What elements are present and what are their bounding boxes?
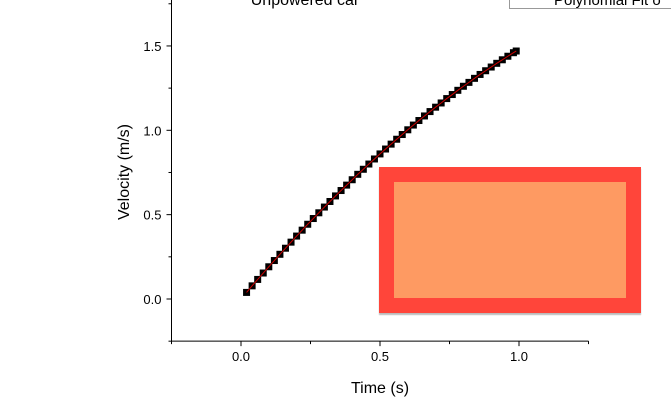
legend-entry-fit: Polynomial Fit o bbox=[554, 0, 661, 9]
x-tick-label: 0.0 bbox=[232, 349, 250, 364]
data-marks bbox=[243, 47, 520, 296]
y-tick-label: 0.0 bbox=[143, 292, 161, 307]
x-tick-label: 0.5 bbox=[371, 349, 389, 364]
chart-title: Unpowered car bbox=[251, 0, 360, 9]
redaction-box bbox=[379, 167, 641, 313]
redaction-box-inner bbox=[394, 182, 626, 298]
legend: Polynomial Fit o bbox=[509, 0, 671, 9]
x-axis-label: Time (s) bbox=[351, 380, 409, 397]
y-tick-label: 1.5 bbox=[143, 39, 161, 54]
axes: 0.0 0.5 1.0 0.0 0.5 1.0 1.5 bbox=[143, 0, 589, 364]
y-tick-label: 0.5 bbox=[143, 208, 161, 223]
x-tick-label: 1.0 bbox=[510, 349, 528, 364]
fit-line bbox=[246, 50, 517, 293]
y-axis-label: Velocity (m/s) bbox=[116, 124, 133, 220]
y-tick-label: 1.0 bbox=[143, 123, 161, 138]
